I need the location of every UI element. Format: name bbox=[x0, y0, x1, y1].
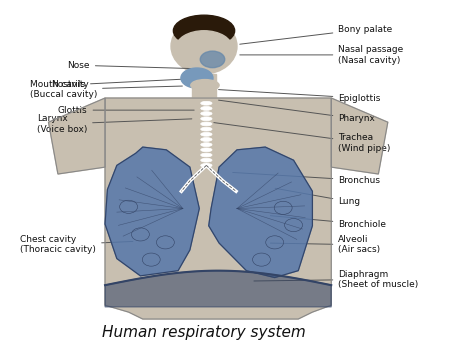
Ellipse shape bbox=[171, 19, 237, 74]
Ellipse shape bbox=[201, 148, 212, 152]
Ellipse shape bbox=[201, 122, 212, 126]
Ellipse shape bbox=[181, 68, 213, 88]
Text: Nostrils: Nostrils bbox=[51, 79, 182, 89]
Polygon shape bbox=[48, 98, 105, 174]
Text: Nasal passage
(Nasal cavity): Nasal passage (Nasal cavity) bbox=[240, 45, 403, 65]
Ellipse shape bbox=[176, 31, 232, 65]
Ellipse shape bbox=[201, 158, 212, 162]
Text: Mouth cavity
(Buccal cavity): Mouth cavity (Buccal cavity) bbox=[30, 80, 182, 99]
Ellipse shape bbox=[201, 132, 212, 136]
Ellipse shape bbox=[201, 106, 212, 110]
Text: Human respiratory system: Human respiratory system bbox=[102, 325, 306, 340]
Polygon shape bbox=[105, 98, 331, 319]
Ellipse shape bbox=[201, 117, 212, 121]
Ellipse shape bbox=[201, 112, 212, 116]
Text: Lung: Lung bbox=[275, 188, 360, 206]
Text: Larynx
(Voice box): Larynx (Voice box) bbox=[36, 114, 192, 134]
Ellipse shape bbox=[201, 101, 212, 105]
Ellipse shape bbox=[173, 15, 235, 46]
Ellipse shape bbox=[201, 164, 212, 167]
Polygon shape bbox=[209, 147, 312, 278]
Text: Pharynx: Pharynx bbox=[219, 100, 375, 123]
Text: Diaphragm
(Sheet of muscle): Diaphragm (Sheet of muscle) bbox=[254, 270, 419, 289]
Text: Alveoli
(Air sacs): Alveoli (Air sacs) bbox=[270, 235, 381, 254]
Text: Trachea
(Wind pipe): Trachea (Wind pipe) bbox=[214, 122, 391, 153]
Polygon shape bbox=[331, 98, 388, 174]
Text: Bony palate: Bony palate bbox=[240, 24, 392, 44]
Text: Bronchus: Bronchus bbox=[233, 173, 380, 185]
Polygon shape bbox=[192, 74, 216, 98]
Text: Bronchiole: Bronchiole bbox=[270, 216, 386, 229]
Polygon shape bbox=[105, 271, 331, 307]
Ellipse shape bbox=[201, 137, 212, 141]
Polygon shape bbox=[105, 147, 199, 276]
Text: Epiglottis: Epiglottis bbox=[219, 89, 381, 103]
Ellipse shape bbox=[191, 80, 219, 91]
Text: Chest cavity
(Thoracic cavity): Chest cavity (Thoracic cavity) bbox=[20, 235, 133, 254]
Text: Nose: Nose bbox=[67, 61, 194, 70]
Ellipse shape bbox=[201, 143, 212, 147]
Ellipse shape bbox=[201, 127, 212, 131]
Ellipse shape bbox=[201, 153, 212, 157]
Ellipse shape bbox=[200, 51, 225, 68]
Text: Glottis: Glottis bbox=[58, 106, 194, 114]
